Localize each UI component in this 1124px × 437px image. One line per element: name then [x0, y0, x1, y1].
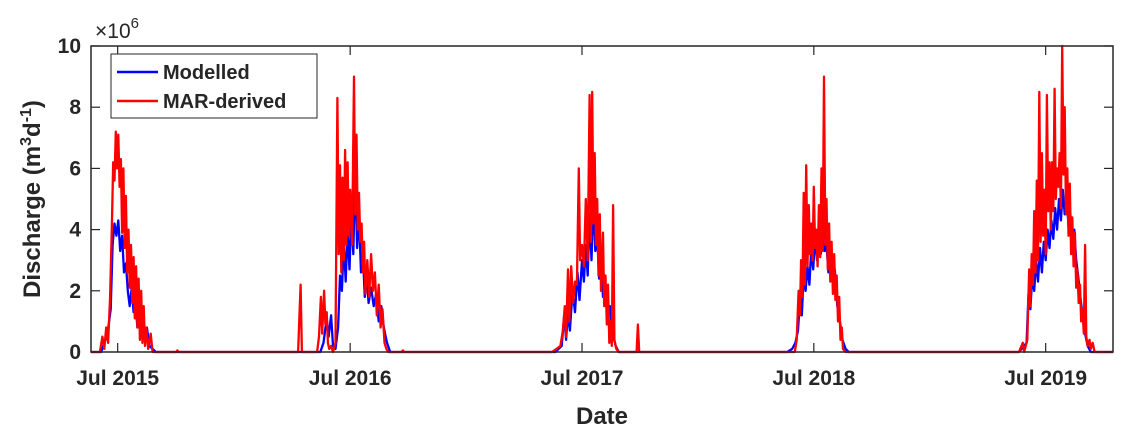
- y-exponent-power: 6: [131, 15, 139, 32]
- y-label-sup1: 3: [18, 137, 35, 146]
- y-tick-label-6: 6: [69, 157, 81, 180]
- x-tick-label-0: Jul 2015: [76, 367, 159, 390]
- x-axis-label: Date: [576, 403, 628, 430]
- y-axis-label: Discharge (m3d-1): [18, 100, 46, 298]
- y-tick-label-8: 8: [69, 96, 81, 119]
- y-tick-label-2: 2: [69, 280, 81, 303]
- x-tick-label-2: Jul 2017: [541, 367, 624, 390]
- plot-frame: [90, 45, 1114, 353]
- y-tick-label-0: 0: [69, 341, 81, 364]
- x-tick-label-4: Jul 2019: [1004, 367, 1087, 390]
- legend: Modelled MAR-derived: [110, 53, 318, 119]
- y-label-sup2: -1: [18, 108, 35, 122]
- y-exponent: ×106: [95, 15, 139, 43]
- y-exponent-base: ×10: [95, 20, 131, 43]
- legend-label-modelled: Modelled: [163, 62, 250, 84]
- y-tick-label-4: 4: [69, 219, 81, 242]
- y-tick-label-10: 10: [58, 35, 81, 58]
- y-label-mid: d: [19, 122, 46, 137]
- legend-box: [110, 53, 318, 119]
- x-tick-label-1: Jul 2016: [309, 367, 392, 390]
- ticks-layer: 0 2 4 6 8 10 Jul 2015 Jul 2016 Jul 2017 Jul 2018 J…: [58, 35, 1113, 390]
- y-label-main: Discharge (m: [19, 146, 46, 298]
- x-tick-label-3: Jul 2018: [772, 367, 855, 390]
- y-label-end: ): [19, 100, 46, 108]
- legend-label-mar-derived: MAR-derived: [163, 91, 286, 113]
